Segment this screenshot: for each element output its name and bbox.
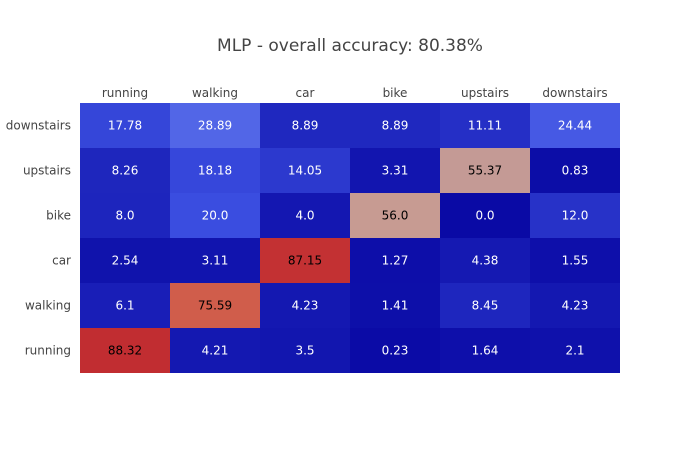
cell-value-label: 1.64 (472, 344, 499, 358)
cell-value-label: 0.0 (475, 209, 494, 223)
heatmap-cell-running-car (260, 328, 350, 373)
cell-value-label: 75.59 (198, 299, 232, 313)
cell-value-label: 24.44 (558, 119, 592, 133)
cell-value-label: 1.41 (382, 299, 409, 313)
cell-value-label: 4.23 (562, 299, 589, 313)
heatmap-cell-running-downstairs (530, 328, 620, 373)
cell-value-label: 18.18 (198, 164, 232, 178)
cell-value-label: 0.23 (382, 344, 409, 358)
cell-value-label: 87.15 (288, 254, 322, 268)
heatmap-cell-downstairs-bike (350, 103, 440, 148)
x-tick-label-bike: bike (383, 86, 408, 100)
heatmap-cell-walking-running (80, 283, 170, 328)
x-tick-label-upstairs: upstairs (461, 86, 509, 100)
cell-value-label: 0.83 (562, 164, 589, 178)
y-tick-label-running: running (25, 344, 71, 358)
heatmap-cell-walking-bike (350, 283, 440, 328)
y-tick-label-upstairs: upstairs (23, 164, 71, 178)
heatmap-cell-bike-upstairs (440, 193, 530, 238)
heatmap-cell-bike-walking (170, 193, 260, 238)
cell-value-label: 1.55 (562, 254, 589, 268)
cell-value-label: 11.11 (468, 119, 502, 133)
heatmap-cell-bike-downstairs (530, 193, 620, 238)
heatmap-cell-upstairs-downstairs (530, 148, 620, 193)
cell-value-label: 3.11 (202, 254, 229, 268)
heatmap-cell-bike-car (260, 193, 350, 238)
x-tick-label-downstairs: downstairs (542, 86, 607, 100)
cell-value-label: 1.27 (382, 254, 409, 268)
cell-value-label: 2.1 (565, 344, 584, 358)
heatmap-cell-downstairs-car (260, 103, 350, 148)
heatmap-cell-walking-upstairs (440, 283, 530, 328)
heatmap-cell-walking-walking (170, 283, 260, 328)
x-tick-label-walking: walking (192, 86, 238, 100)
cell-value-label: 4.38 (472, 254, 499, 268)
heatmap-cell-bike-bike (350, 193, 440, 238)
cell-value-label: 55.37 (468, 164, 502, 178)
heatmap-value-labels: 17.78 28.89 8.89 8.89 11.11 24.44 8.26 18.18 14.… (108, 119, 592, 358)
x-tick-label-running: running (102, 86, 148, 100)
heatmap-cell-running-bike (350, 328, 440, 373)
cell-value-label: 8.45 (472, 299, 499, 313)
y-tick-label-walking: walking (25, 299, 71, 313)
cell-value-label: 12.0 (562, 209, 589, 223)
heatmap-cell-downstairs-walking (170, 103, 260, 148)
heatmap-cell-downstairs-upstairs (440, 103, 530, 148)
cell-value-label: 28.89 (198, 119, 232, 133)
cell-value-label: 4.23 (292, 299, 319, 313)
cell-value-label: 88.32 (108, 344, 142, 358)
heatmap-cell-car-running (80, 238, 170, 283)
cell-value-label: 20.0 (202, 209, 229, 223)
heatmap-cell-car-car (260, 238, 350, 283)
y-axis-tick-labels: downstairs upstairs bike car walking running (6, 119, 71, 358)
heatmap-cell-car-bike (350, 238, 440, 283)
cell-value-label: 4.0 (295, 209, 314, 223)
heatmap-cells (80, 103, 620, 373)
cell-value-label: 8.0 (115, 209, 134, 223)
cell-value-label: 8.26 (112, 164, 139, 178)
heatmap-cell-downstairs-running (80, 103, 170, 148)
heatmap-cell-upstairs-walking (170, 148, 260, 193)
cell-value-label: 56.0 (382, 209, 409, 223)
y-tick-label-bike: bike (46, 209, 71, 223)
heatmap-cell-walking-car (260, 283, 350, 328)
heatmap-cell-upstairs-car (260, 148, 350, 193)
y-tick-label-downstairs: downstairs (6, 119, 71, 133)
cell-value-label: 3.5 (295, 344, 314, 358)
x-axis-tick-labels: running walking car bike upstairs downstairs (102, 86, 608, 100)
heatmap-cell-upstairs-bike (350, 148, 440, 193)
heatmap-cell-downstairs-downstairs (530, 103, 620, 148)
cell-value-label: 8.89 (382, 119, 409, 133)
heatmap-cell-running-upstairs (440, 328, 530, 373)
heatmap-cell-running-running (80, 328, 170, 373)
heatmap-cell-upstairs-running (80, 148, 170, 193)
heatmap-cell-car-downstairs (530, 238, 620, 283)
cell-value-label: 6.1 (115, 299, 134, 313)
cell-value-label: 2.54 (112, 254, 139, 268)
cell-value-label: 14.05 (288, 164, 322, 178)
chart-title: MLP - overall accuracy: 80.38% (217, 36, 483, 56)
heatmap-cell-car-upstairs (440, 238, 530, 283)
heatmap-cell-bike-running (80, 193, 170, 238)
cell-value-label: 4.21 (202, 344, 229, 358)
cell-value-label: 17.78 (108, 119, 142, 133)
cell-value-label: 8.89 (292, 119, 319, 133)
y-tick-label-car: car (52, 254, 71, 268)
x-tick-label-car: car (296, 86, 315, 100)
heatmap-cell-upstairs-upstairs (440, 148, 530, 193)
heatmap-cell-car-walking (170, 238, 260, 283)
heatmap-cell-running-walking (170, 328, 260, 373)
heatmap-cell-walking-downstairs (530, 283, 620, 328)
cell-value-label: 3.31 (382, 164, 409, 178)
